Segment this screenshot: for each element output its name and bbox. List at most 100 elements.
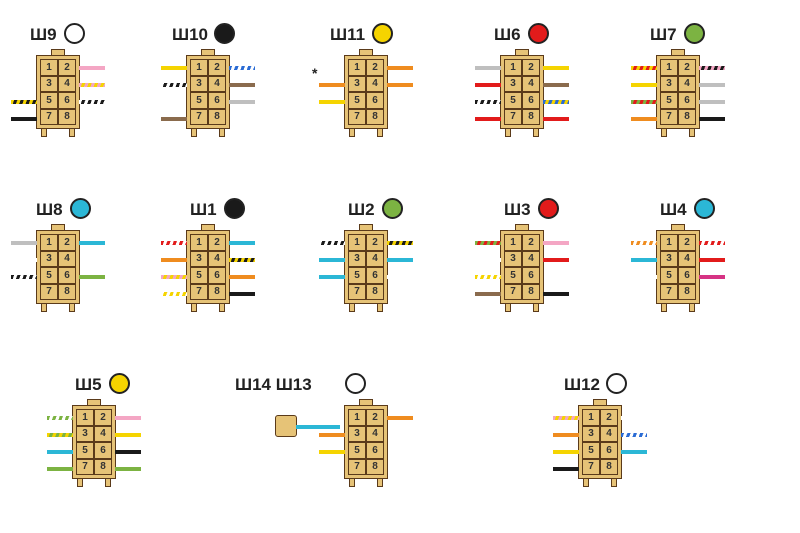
- pin-5: 5: [504, 267, 522, 284]
- wire-pin-5: [11, 100, 37, 104]
- pin-8: 8: [58, 109, 76, 126]
- pin-4: 4: [58, 76, 76, 93]
- pin-6: 6: [208, 92, 226, 109]
- pin-3: 3: [348, 251, 366, 268]
- pin-1: 1: [504, 234, 522, 251]
- pin-5: 5: [660, 267, 678, 284]
- pin-6: 6: [366, 92, 384, 109]
- wire-pin-7: [631, 117, 657, 121]
- pin-1: 1: [348, 59, 366, 76]
- connector-label: Ш10: [172, 25, 208, 45]
- pin-8: 8: [208, 284, 226, 301]
- wire-pin-7: [11, 117, 37, 121]
- asterisk-marker: *: [312, 65, 317, 81]
- connector-block: 12345678: [500, 55, 544, 129]
- pin-grid: 12345678: [660, 59, 696, 125]
- wire-pin-4: [621, 433, 647, 437]
- pin-grid: 12345678: [504, 59, 540, 125]
- connector-block: 12345678: [186, 230, 230, 304]
- pin-5: 5: [348, 267, 366, 284]
- pin-6: 6: [678, 267, 696, 284]
- pin-2: 2: [366, 409, 384, 426]
- pin-3: 3: [40, 251, 58, 268]
- pin-7: 7: [190, 109, 208, 126]
- pin-3: 3: [582, 426, 600, 443]
- wire-pin-3: [319, 258, 345, 262]
- pin-3: 3: [190, 76, 208, 93]
- connector-block: 12345678: [656, 230, 700, 304]
- wire-pin-5: [475, 275, 501, 279]
- pin-6: 6: [600, 442, 618, 459]
- wire-pin-8: [543, 292, 569, 296]
- pin-1: 1: [660, 234, 678, 251]
- connector-label: Ш1: [190, 200, 217, 220]
- pin-8: 8: [366, 459, 384, 476]
- wire-pin-2: [79, 241, 105, 245]
- wire-pin-3: [631, 258, 657, 262]
- pin-5: 5: [76, 442, 94, 459]
- pin-7: 7: [190, 284, 208, 301]
- pin-1: 1: [348, 234, 366, 251]
- pin-grid: 12345678: [40, 234, 76, 300]
- pin-grid: 12345678: [190, 234, 226, 300]
- connector-label: Ш4: [660, 200, 687, 220]
- wire-pin-2: [115, 416, 141, 420]
- wire-pin-5: [47, 450, 73, 454]
- pin-3: 3: [660, 251, 678, 268]
- pin-8: 8: [600, 459, 618, 476]
- connector-label: Ш3: [504, 200, 531, 220]
- wire-pin-6: [387, 275, 413, 279]
- pin-8: 8: [366, 109, 384, 126]
- pin-grid: 12345678: [504, 234, 540, 300]
- pin-2: 2: [208, 59, 226, 76]
- pin-3: 3: [40, 76, 58, 93]
- color-dot: [684, 23, 705, 44]
- wire-pin-2: [387, 241, 413, 245]
- wire-pin-3: [475, 258, 501, 262]
- pin-8: 8: [366, 284, 384, 301]
- pin-8: 8: [522, 284, 540, 301]
- pin-7: 7: [348, 459, 366, 476]
- pin-2: 2: [678, 234, 696, 251]
- connector-label: Ш8: [36, 200, 63, 220]
- pin-4: 4: [600, 426, 618, 443]
- wire-pin-7: [475, 117, 501, 121]
- connector-label: Ш2: [348, 200, 375, 220]
- wire-pin-1: [319, 241, 345, 245]
- wire-pin-3: [631, 83, 657, 87]
- pin-5: 5: [40, 92, 58, 109]
- wire-pin-6: [229, 100, 255, 104]
- wire-pin-4: [699, 83, 725, 87]
- pin-4: 4: [366, 426, 384, 443]
- wire-pin-5: [553, 450, 579, 454]
- pin-5: 5: [40, 267, 58, 284]
- pin-5: 5: [582, 442, 600, 459]
- wire-pin-1: [11, 241, 37, 245]
- wire-pin-4: [229, 258, 255, 262]
- wire-pin-3: [161, 83, 187, 87]
- pin-8: 8: [678, 109, 696, 126]
- wire-pin-1: [631, 66, 657, 70]
- pin-2: 2: [58, 234, 76, 251]
- pin-grid: 12345678: [348, 59, 384, 125]
- pin-grid: 12345678: [190, 59, 226, 125]
- wire-pin-1: [161, 66, 187, 70]
- connector-label: Ш14 Ш13: [235, 375, 312, 395]
- wire-pin-2: [699, 66, 725, 70]
- pin-3: 3: [504, 76, 522, 93]
- wire-pin-8: [229, 292, 255, 296]
- pin-1: 1: [504, 59, 522, 76]
- color-dot: [109, 373, 130, 394]
- wire-pin-3: [319, 433, 345, 437]
- color-dot: [64, 23, 85, 44]
- pin-1: 1: [40, 234, 58, 251]
- pin-3: 3: [348, 426, 366, 443]
- pin-4: 4: [522, 251, 540, 268]
- color-dot: [372, 23, 393, 44]
- pin-4: 4: [58, 251, 76, 268]
- pin-2: 2: [522, 59, 540, 76]
- wire-pin-4: [543, 258, 569, 262]
- color-dot: [224, 198, 245, 219]
- pin-1: 1: [190, 234, 208, 251]
- connector-label: Ш9: [30, 25, 57, 45]
